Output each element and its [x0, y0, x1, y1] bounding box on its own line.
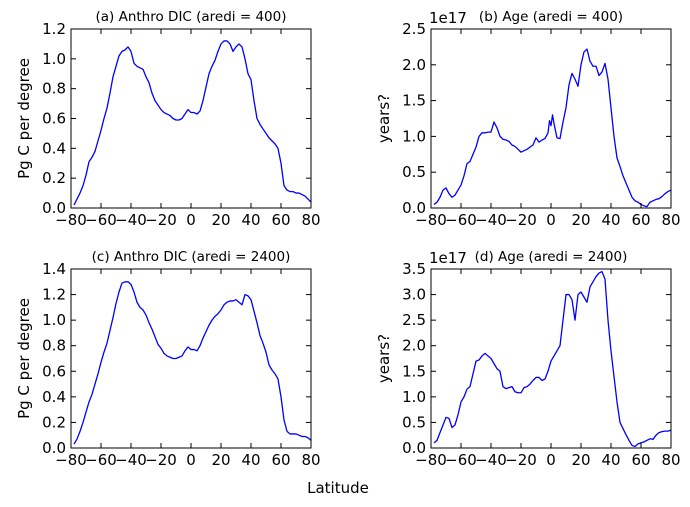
y-tick-label: 3.5 [402, 260, 426, 278]
y-tick-label: 0.5 [402, 413, 426, 431]
subplots: −80−60−40−20 0 20 40 60 800.00.20.40.60.81.01… [15, 9, 681, 469]
y-tick-label: 2.0 [402, 56, 426, 74]
x-tick-label: 80 [661, 451, 680, 469]
y-tick-label: 0.2 [42, 413, 66, 431]
x-tick-label: −80 [415, 451, 447, 469]
y-tick-label: 1.5 [402, 362, 426, 380]
x-tick-label: 0 [186, 451, 196, 469]
x-tick-label: −20 [505, 211, 537, 229]
x-tick-label: 60 [271, 211, 290, 229]
y-tick-label: 0.5 [402, 163, 426, 181]
x-tick-label: −80 [415, 211, 447, 229]
series-line-4-1 [433, 270, 672, 448]
y-tick-label: 1.2 [42, 286, 66, 304]
y-tick-label: 2.5 [402, 20, 426, 38]
y-tick-label: 1.0 [402, 388, 426, 406]
x-tick-label: 20 [211, 211, 230, 229]
x-tick-label: −60 [85, 211, 117, 229]
x-tick-label: −40 [115, 211, 147, 229]
series-line-2-1 [433, 48, 672, 208]
y-tick-label: 0.6 [42, 362, 66, 380]
plot-frame [430, 28, 672, 209]
y-tick-label: 0.0 [402, 199, 426, 217]
y-tick-label: 2.0 [402, 337, 426, 355]
y-axis-label: Pg C per degree [15, 58, 33, 179]
x-tick-label: −60 [445, 211, 477, 229]
series-line-1-1 [73, 40, 312, 206]
subplot-1: −80−60−40−20 0 20 40 60 80 0.0 0.2 0.4 0.6 0.8 1.0 1… [15, 9, 321, 229]
x-tick-label: 80 [661, 211, 680, 229]
y-tick-label: 1.2 [42, 20, 66, 38]
chart-title: (b) Age (aredi = 400) [479, 9, 623, 25]
x-tick-label: 60 [631, 451, 650, 469]
x-tick-label: −60 [85, 451, 117, 469]
y-tick-label: 0.0 [42, 199, 66, 217]
y-tick-label: 0.4 [42, 388, 66, 406]
y-axis-label: Pg C per degree [15, 298, 33, 419]
x-tick-label: −40 [475, 451, 507, 469]
x-tick-label: 40 [241, 211, 260, 229]
y-tick-label: 3.0 [402, 286, 426, 304]
y-offset-text: 1e17 [429, 249, 467, 267]
x-tick-label: −20 [145, 451, 177, 469]
plot-frame [70, 268, 312, 449]
plot-frame [70, 28, 312, 209]
y-tick-label: 0.8 [42, 337, 66, 355]
y-tick-label: 1.4 [42, 260, 66, 278]
y-tick-label: 1.0 [402, 127, 426, 145]
x-tick-label: −40 [475, 211, 507, 229]
x-tick-label: −20 [505, 451, 537, 469]
x-tick-label: −60 [445, 451, 477, 469]
plot-frame [430, 268, 672, 449]
y-tick-label: 0.6 [42, 110, 66, 128]
y-tick-label: 0.2 [42, 169, 66, 187]
chart-title: (d) Age (aredi = 2400) [475, 249, 628, 265]
x-tick-label: 20 [211, 451, 230, 469]
y-tick-label: 1.0 [42, 50, 66, 68]
x-tick-label: 20 [571, 451, 590, 469]
y-tick-label: 0.8 [42, 80, 66, 98]
x-tick-label: 20 [571, 211, 590, 229]
y-tick-label: 0.0 [402, 439, 426, 457]
x-tick-label: −20 [145, 211, 177, 229]
y-tick-label: 0.0 [42, 439, 66, 457]
x-tick-label: 40 [241, 451, 260, 469]
y-axis-label: years? [375, 94, 393, 143]
y-offset-text: 1e17 [429, 9, 467, 27]
x-tick-label: −80 [55, 451, 87, 469]
x-tick-label: −80 [55, 211, 87, 229]
subplot-2: −80−60−40−20 0 20 40 60 80 0.0 0.5 1.0 1.5 2.0 2.5 (… [375, 9, 681, 229]
x-tick-label: 0 [546, 451, 556, 469]
y-tick-label: 0.4 [42, 139, 66, 157]
y-tick-label: 1.0 [42, 311, 66, 329]
x-tick-label: 80 [301, 451, 320, 469]
y-tick-label: 2.5 [402, 311, 426, 329]
subplot-4: −80−60−40−20 0 20 40 60 80 0.0 0.5 1.0 1.5 2.0 2.5 3… [375, 249, 681, 469]
x-tick-label: 40 [601, 451, 620, 469]
x-tick-label: 0 [186, 211, 196, 229]
series-line-3-1 [73, 281, 312, 445]
x-tick-label: −40 [115, 451, 147, 469]
y-tick-label: 1.5 [402, 92, 426, 110]
subplot-3: −80−60−40−20 0 20 40 60 80 0.0 0.2 0.4 0.6 0.8 1.0 1… [15, 249, 321, 469]
figure-xlabel: Latitude [307, 479, 369, 497]
x-tick-label: 0 [546, 211, 556, 229]
y-axis-label: years? [375, 334, 393, 383]
x-tick-label: 60 [271, 451, 290, 469]
x-tick-label: 40 [601, 211, 620, 229]
x-tick-label: 80 [301, 211, 320, 229]
chart-title: (a) Anthro DIC (aredi = 400) [96, 9, 287, 25]
x-tick-label: 60 [631, 211, 650, 229]
chart-title: (c) Anthro DIC (aredi = 2400) [92, 249, 291, 265]
